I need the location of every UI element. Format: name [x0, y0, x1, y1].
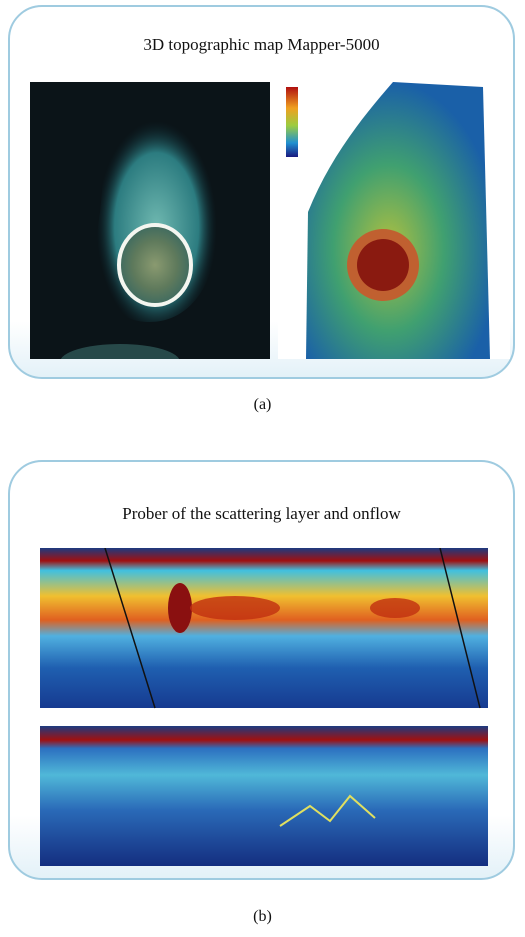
caption: (b)	[253, 908, 272, 925]
echogram-top	[40, 548, 488, 709]
topographic-map	[278, 82, 510, 359]
caption: (a)	[253, 396, 272, 413]
echogram-bottom	[40, 726, 488, 866]
panel-title: 3D topographic map Mapper-5000	[143, 35, 380, 54]
panel-title: Prober of the scattering layer and onflo…	[122, 504, 401, 523]
satellite-image	[30, 82, 270, 359]
